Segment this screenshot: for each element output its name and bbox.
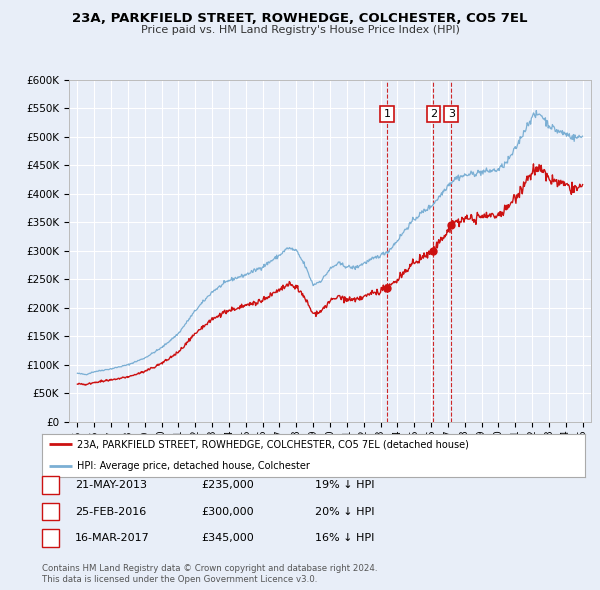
Text: This data is licensed under the Open Government Licence v3.0.: This data is licensed under the Open Gov…	[42, 575, 317, 584]
Text: £345,000: £345,000	[201, 533, 254, 543]
Text: £235,000: £235,000	[201, 480, 254, 490]
Text: 25-FEB-2016: 25-FEB-2016	[75, 507, 146, 516]
Text: 1: 1	[47, 480, 54, 490]
Text: 16% ↓ HPI: 16% ↓ HPI	[315, 533, 374, 543]
Text: 3: 3	[448, 109, 455, 119]
Text: Price paid vs. HM Land Registry's House Price Index (HPI): Price paid vs. HM Land Registry's House …	[140, 25, 460, 35]
Text: 20% ↓ HPI: 20% ↓ HPI	[315, 507, 374, 516]
Text: 2: 2	[430, 109, 437, 119]
Text: £300,000: £300,000	[201, 507, 254, 516]
Text: 21-MAY-2013: 21-MAY-2013	[75, 480, 147, 490]
Text: 23A, PARKFIELD STREET, ROWHEDGE, COLCHESTER, CO5 7EL (detached house): 23A, PARKFIELD STREET, ROWHEDGE, COLCHES…	[77, 440, 469, 450]
Text: 16-MAR-2017: 16-MAR-2017	[75, 533, 150, 543]
Text: 2: 2	[47, 507, 54, 516]
Text: 23A, PARKFIELD STREET, ROWHEDGE, COLCHESTER, CO5 7EL: 23A, PARKFIELD STREET, ROWHEDGE, COLCHES…	[72, 12, 528, 25]
Text: 1: 1	[383, 109, 391, 119]
Text: 19% ↓ HPI: 19% ↓ HPI	[315, 480, 374, 490]
Text: 3: 3	[47, 533, 54, 543]
Text: HPI: Average price, detached house, Colchester: HPI: Average price, detached house, Colc…	[77, 461, 310, 471]
Text: Contains HM Land Registry data © Crown copyright and database right 2024.: Contains HM Land Registry data © Crown c…	[42, 565, 377, 573]
